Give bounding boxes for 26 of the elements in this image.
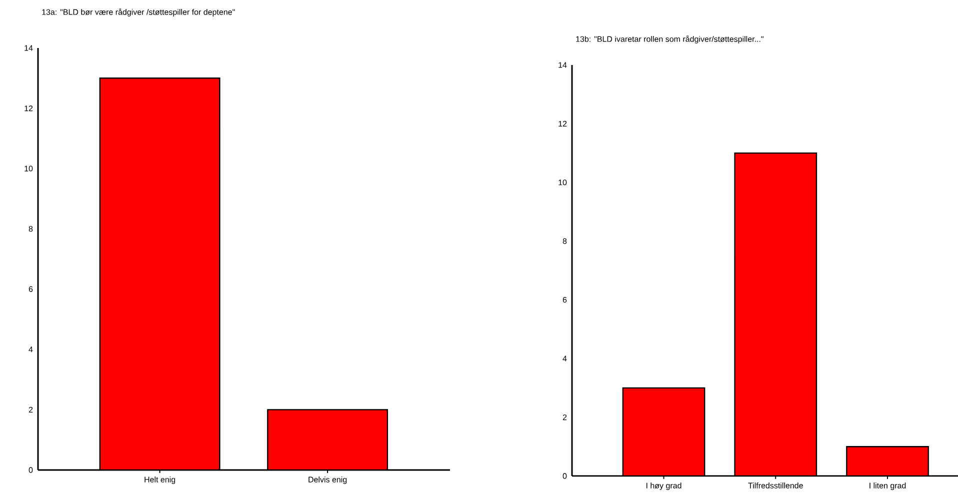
y-tick-label: 8 [562,238,567,244]
y-tick-label: 4 [28,346,33,352]
x-tick-label: Delvis enig [308,476,347,484]
y-tick-label: 6 [28,286,33,292]
x-tick-label: Helt enig [144,476,176,484]
y-tick-label: 0 [28,467,33,473]
y-tick-label: 14 [24,45,33,51]
y-tick-label: 6 [562,297,567,303]
bar [846,446,929,476]
chart-title: 13a: "BLD bør være rådgiver /støttespiller for deptene" [42,8,235,16]
y-tick-label: 10 [24,166,33,172]
y-tick-label: 12 [24,105,33,112]
y-tick-label: 4 [562,356,567,362]
y-tick-label: 2 [28,406,33,412]
bar [734,152,818,476]
x-tick-label: I liten grad [870,482,906,490]
x-tick-label: Tilfredsstillende [748,482,803,488]
y-tick-label: 10 [558,180,567,186]
y-tick-label: 8 [28,226,33,232]
chart-title: 13b: "BLD ivaretar rollen som rådgiver/støttespiller..." [576,35,764,44]
x-tick-label: I høy grad [646,482,682,490]
bar [622,387,706,476]
y-tick-label: 14 [558,62,567,68]
y-tick-label: 0 [562,473,567,479]
y-tick-label: 12 [558,120,567,126]
y-tick-label: 2 [562,414,567,420]
